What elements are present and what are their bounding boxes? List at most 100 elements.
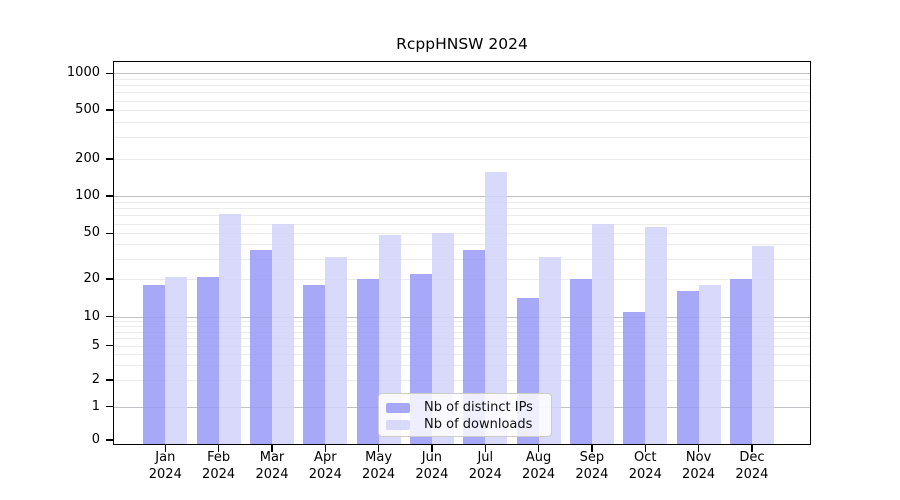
- gridline-minor-3: [113, 364, 811, 366]
- x-axis-label-year: 2024: [468, 466, 502, 482]
- y-tick-50: [106, 232, 113, 235]
- legend-label-downloads: Nb of downloads: [424, 417, 533, 432]
- gridline-major-10: [113, 316, 811, 318]
- y-tick-1: [106, 405, 113, 408]
- x-axis-label-year: 2024: [522, 466, 556, 482]
- x-tick-Jun: [431, 445, 433, 452]
- gridline-minor-5: [113, 345, 811, 347]
- y-tick-100: [106, 195, 113, 197]
- y-tick-2: [106, 379, 113, 381]
- bar-downloads-Dec: [751, 245, 774, 445]
- gridline-minor-50: [113, 233, 811, 235]
- gridline-minor-7: [113, 331, 811, 333]
- gridline-minor-700: [113, 92, 811, 94]
- x-axis-label-month: Aug: [525, 450, 552, 465]
- gridline-major-1000: [113, 73, 811, 75]
- gridline-minor-6: [113, 338, 811, 340]
- y-tick-0: [106, 439, 113, 441]
- x-axis-label-Aug: Aug 2024: [507, 450, 571, 483]
- gridline-minor-40: [113, 244, 811, 246]
- bar-distinct-ips-Feb: [196, 276, 219, 445]
- y-axis-label-1000: 1000: [66, 65, 100, 81]
- bar-downloads-Oct: [645, 227, 668, 445]
- bar-downloads-Jul: [485, 171, 508, 445]
- bar-distinct-ips-Nov: [676, 291, 699, 445]
- bar-distinct-ips-May: [356, 279, 379, 445]
- gridline-minor-70: [113, 215, 811, 217]
- gridline-minor-500: [113, 110, 811, 112]
- bar-distinct-ips-Sep: [569, 279, 592, 445]
- y-axis-label-200: 200: [75, 151, 100, 166]
- x-axis-label-Nov: Nov 2024: [667, 450, 731, 483]
- x-axis-label-year: 2024: [415, 466, 449, 482]
- x-tick-Nov: [697, 445, 700, 452]
- x-axis-label-month: Jun: [421, 450, 443, 465]
- x-tick-Jan: [164, 445, 167, 452]
- legend-swatch-downloads: [386, 419, 410, 430]
- x-axis-label-Feb: Feb 2024: [187, 450, 251, 483]
- x-axis-label-year: 2024: [575, 466, 609, 482]
- x-tick-Aug: [537, 445, 540, 452]
- x-axis-label-Dec: Dec 2024: [720, 450, 784, 483]
- x-axis-label-year: 2024: [682, 466, 716, 482]
- gridline-minor-90: [113, 201, 811, 203]
- x-axis-label-year: 2024: [255, 466, 289, 482]
- y-tick-500: [106, 109, 113, 111]
- x-tick-Sep: [591, 445, 593, 452]
- bar-downloads-Sep: [591, 223, 614, 445]
- x-axis-label-month: Nov: [685, 450, 712, 465]
- y-tick-5: [106, 344, 113, 347]
- y-tick-200: [106, 158, 113, 160]
- gridline-minor-4: [113, 354, 811, 356]
- bar-distinct-ips-Mar: [250, 249, 272, 445]
- x-axis-label-month: Jan: [155, 450, 176, 465]
- x-axis-label-Jul: Jul 2024: [453, 450, 517, 483]
- y-axis-label-5: 5: [91, 337, 100, 353]
- x-axis-label-Sep: Sep 2024: [560, 450, 624, 483]
- x-axis-label-Apr: Apr 2024: [293, 450, 357, 483]
- x-axis-label-year: 2024: [148, 466, 182, 482]
- legend-item-downloads: Nb of downloads: [386, 416, 543, 433]
- x-axis-label-Oct: Oct 2024: [613, 450, 677, 483]
- bar-downloads-Mar: [272, 223, 294, 445]
- y-tick-20: [106, 278, 113, 280]
- x-axis-label-month: Feb: [207, 450, 231, 465]
- x-axis-label-month: Mar: [259, 450, 285, 465]
- gridline-minor-900: [113, 78, 811, 80]
- x-tick-Apr: [324, 445, 327, 452]
- bar-downloads-May: [378, 235, 401, 445]
- x-axis-label-month: Jul: [477, 450, 494, 465]
- chart-title: RcppHNSW 2024: [396, 35, 528, 53]
- gridline-minor-400: [113, 122, 811, 124]
- x-tick-Mar: [271, 445, 273, 452]
- x-axis-label-year: 2024: [362, 466, 396, 482]
- y-axis-label-50: 50: [83, 225, 100, 241]
- bar-downloads-Jan: [165, 276, 188, 445]
- legend-label-ips: Nb of distinct IPs: [424, 400, 533, 415]
- x-tick-Feb: [217, 445, 220, 452]
- x-tick-Dec: [751, 445, 753, 452]
- y-tick-1000: [106, 72, 113, 75]
- x-axis-label-year: 2024: [202, 466, 236, 482]
- gridline-minor-60: [113, 223, 811, 225]
- x-axis-label-month: Dec: [739, 450, 765, 465]
- y-axis-label-1: 1: [91, 398, 100, 414]
- bar-downloads-Nov: [698, 284, 721, 445]
- y-tick-10: [106, 315, 113, 318]
- bar-downloads-Apr: [325, 257, 348, 445]
- bar-downloads-Feb: [218, 214, 241, 445]
- y-axis-label-10: 10: [83, 308, 100, 324]
- gridline-minor-80: [113, 208, 811, 209]
- x-axis-label-year: 2024: [308, 466, 342, 482]
- x-tick-Jul: [484, 445, 487, 452]
- bar-distinct-ips-Apr: [303, 284, 326, 445]
- gridline-minor-800: [113, 85, 811, 87]
- x-axis-label-Jan: Jan 2024: [133, 450, 197, 483]
- y-axis-label-100: 100: [75, 188, 100, 203]
- x-axis-label-Jun: Jun 2024: [400, 450, 464, 483]
- x-axis-label-month: May: [365, 450, 393, 465]
- bar-distinct-ips-Oct: [623, 311, 646, 445]
- y-axis-label-2: 2: [91, 372, 100, 387]
- y-axis-label-0: 0: [91, 432, 100, 447]
